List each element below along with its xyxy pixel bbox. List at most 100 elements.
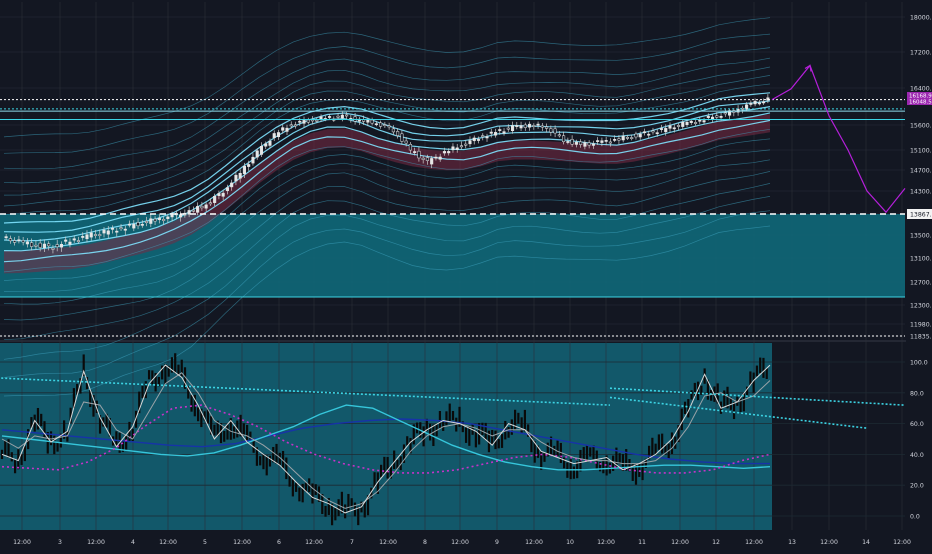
price-tick-label: 11980.00 [910,322,932,329]
candle [187,210,191,215]
candle [221,192,225,197]
candle [76,240,81,242]
candle [272,133,276,139]
candle [374,123,378,126]
candle [600,140,604,143]
time-tick-label: 12:00 [159,539,177,546]
oscillator-series [0,353,771,526]
oscillator-trendlines [0,377,905,430]
candle [140,223,144,226]
candle [204,204,208,209]
forecast-arrow-icon [804,64,812,72]
candle [566,141,570,143]
time-tick-label: 8 [423,539,427,546]
candle [723,112,727,115]
price-tick-label: 18000.00 [910,15,932,22]
candle [298,120,302,123]
candle [668,125,672,129]
forecast-path[interactable] [771,64,906,214]
price-candles [4,94,770,254]
candle [34,244,38,247]
candle [55,244,59,248]
time-tick-label: 12:00 [597,539,615,546]
candle [25,241,29,245]
candle [234,174,238,182]
envelope-band-line [3,171,771,321]
candle [276,132,281,138]
price-tick-label: 15600.00 [910,123,932,130]
candle [464,143,468,146]
candle [468,140,472,145]
envelope-band-line [3,225,771,397]
level-badge-label: 13867.00 [910,212,932,219]
candle [596,140,600,142]
candle [591,143,595,146]
candle [753,100,757,105]
candle [336,115,340,118]
candle [617,138,621,141]
time-tick-label: 12:00 [671,539,689,546]
envelope-band-line [3,100,771,233]
candle [59,244,64,248]
candle [306,119,310,123]
candle [613,139,617,141]
price-tick-label: 13500.00 [910,233,932,240]
candle [408,144,412,151]
candle [157,217,161,220]
candle [8,238,12,242]
candle [451,146,455,151]
candle [762,101,766,104]
candle [430,158,434,165]
envelope-band-line [3,196,771,360]
candle [587,142,591,146]
candle [447,151,451,154]
price-tick-label: 14700.00 [910,168,932,175]
time-axis: 12:00 3 12:00 4 12:00 5 12:00 6 12:00 7 12:00 8 12:0… [13,539,911,546]
candle [651,130,655,133]
trendline[interactable] [0,377,611,406]
time-tick-label: 12:00 [87,539,105,546]
candle [328,116,332,118]
candle [225,187,229,192]
ma-cyan-line [1,404,771,471]
candle [38,242,42,248]
candle [238,173,242,179]
candle [47,243,51,247]
candle [574,141,578,145]
price-tick-label: 17200.00 [910,50,932,57]
candle [630,137,634,139]
envelope-band-line [3,128,771,273]
candle [413,151,417,153]
candle [553,128,557,134]
trendline[interactable] [609,387,905,406]
time-tick-label: 12:00 [233,539,251,546]
candle [604,140,608,142]
candle [481,135,485,138]
candle [302,120,306,124]
candle [421,157,425,160]
price-axis: 18000.00 17200.00 16400.00 15600.00 15100.00… [906,0,932,550]
candle [719,115,723,118]
candle [745,104,749,110]
candle [387,125,391,128]
time-tick-label: 4 [131,539,135,546]
oscillator-tick-label: 80.0 [910,390,924,397]
ichimoku-cloud [4,114,770,274]
candle [345,114,349,117]
candle [51,247,55,250]
candle [659,128,664,130]
candle [664,128,668,133]
price-tick-label: 13100.00 [910,256,932,263]
candle [353,116,357,122]
price-axis-background [906,0,932,550]
trendline[interactable] [609,396,868,430]
oscillator-tick-label: 0.0 [910,514,920,521]
candle [476,139,481,141]
price-tick-label: 16400.00 [910,86,932,93]
candle [685,121,689,126]
candle [391,128,395,133]
candle [519,125,523,129]
candle [693,122,698,124]
